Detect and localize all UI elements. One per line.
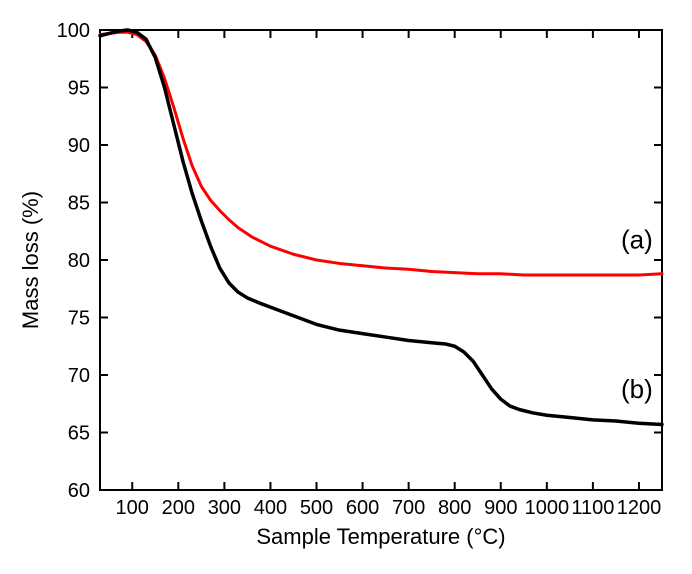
x-tick-label: 500 xyxy=(300,497,333,519)
x-tick-label: 200 xyxy=(162,497,195,519)
y-tick-label: 65 xyxy=(68,423,90,445)
x-tick-label: 700 xyxy=(392,497,425,519)
x-tick-label: 1100 xyxy=(571,497,614,519)
chart-svg: 100 200 300 400 500 600 700 800 900 100011001200 6… xyxy=(0,0,692,574)
x-tick-label: 100 xyxy=(116,497,149,519)
y-tick-label: 95 xyxy=(68,78,90,100)
series-label-a: (a) xyxy=(621,225,653,255)
series-line-a xyxy=(100,32,662,275)
y-tick-label: 85 xyxy=(68,193,90,215)
x-tick-label: 600 xyxy=(346,497,379,519)
series-label-b: (b) xyxy=(621,374,653,404)
x-tick-label: 800 xyxy=(438,497,471,519)
plot-border xyxy=(100,30,662,490)
series-line-b xyxy=(100,30,662,424)
x-axis-title: Sample Temperature (°C) xyxy=(256,524,505,549)
x-tick-label: 1000 xyxy=(525,497,570,519)
y-axis-title: Mass loss (%) xyxy=(18,191,43,329)
x-tick-label: 1200 xyxy=(617,497,662,519)
tga-chart: 100 200 300 400 500 600 700 800 900 100011001200 6… xyxy=(0,0,692,574)
y-tick-label: 80 xyxy=(68,250,90,272)
y-tick-label: 75 xyxy=(68,308,90,330)
y-tick-label: 100 xyxy=(57,20,90,42)
x-tick-label: 400 xyxy=(254,497,287,519)
x-tick-label: 300 xyxy=(208,497,241,519)
y-tick-label: 70 xyxy=(68,365,90,387)
y-tick-label: 60 xyxy=(68,480,90,502)
x-tick-label: 900 xyxy=(484,497,517,519)
y-tick-label: 90 xyxy=(68,135,90,157)
